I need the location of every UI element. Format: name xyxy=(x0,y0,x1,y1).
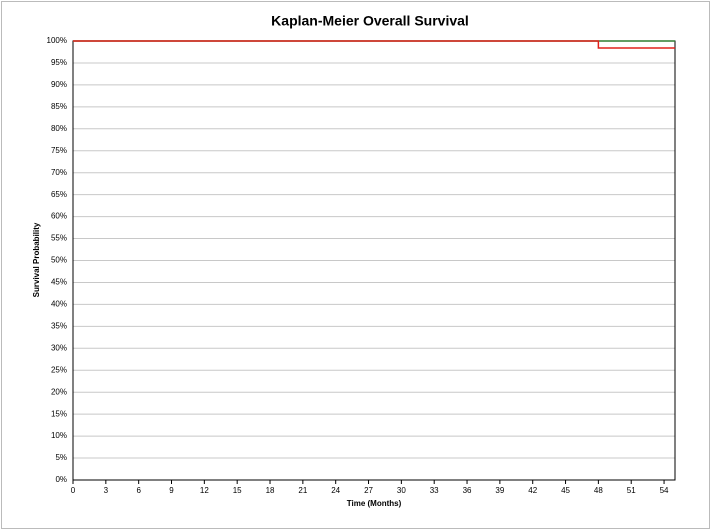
y-tick-label: 40% xyxy=(51,300,67,309)
y-tick-label: 15% xyxy=(51,409,67,418)
x-tick-label: 42 xyxy=(528,486,537,495)
y-tick-label: 0% xyxy=(55,475,67,484)
x-tick-label: 21 xyxy=(298,486,307,495)
y-tick-label: 50% xyxy=(51,256,67,265)
x-tick-label: 27 xyxy=(364,486,373,495)
y-tick-label: 10% xyxy=(51,431,67,440)
y-tick-label: 45% xyxy=(51,278,67,287)
x-axis-title: Time (Months) xyxy=(347,499,402,508)
y-tick-label: 60% xyxy=(51,212,67,221)
x-tick-label: 51 xyxy=(627,486,636,495)
y-tick-label: 70% xyxy=(51,168,67,177)
y-axis-title: Survival Probability xyxy=(32,222,41,297)
x-tick-label: 6 xyxy=(136,486,141,495)
y-tick-label: 100% xyxy=(47,36,67,45)
chart-title: Kaplan-Meier Overall Survival xyxy=(271,13,469,29)
x-tick-label: 33 xyxy=(430,486,439,495)
y-tick-label: 25% xyxy=(51,365,67,374)
x-tick-label: 24 xyxy=(331,486,340,495)
x-tick-label: 18 xyxy=(266,486,275,495)
y-tick-label: 35% xyxy=(51,321,67,330)
x-tick-label: 30 xyxy=(397,486,406,495)
y-tick-label: 90% xyxy=(51,80,67,89)
y-tick-label: 75% xyxy=(51,146,67,155)
y-tick-label: 85% xyxy=(51,102,67,111)
y-tick-label: 30% xyxy=(51,343,67,352)
x-tick-label: 45 xyxy=(561,486,570,495)
x-tick-label: 36 xyxy=(463,486,472,495)
x-tick-label: 3 xyxy=(104,486,109,495)
x-tick-label: 48 xyxy=(594,486,603,495)
x-tick-label: 9 xyxy=(169,486,174,495)
y-tick-label: 65% xyxy=(51,190,67,199)
y-tick-label: 20% xyxy=(51,387,67,396)
y-tick-label: 95% xyxy=(51,58,67,67)
y-tick-label: 5% xyxy=(55,453,67,462)
x-tick-label: 0 xyxy=(71,486,76,495)
x-tick-label: 12 xyxy=(200,486,209,495)
survival-curve xyxy=(73,40,675,49)
x-tick-label: 39 xyxy=(495,486,504,495)
y-tick-label: 55% xyxy=(51,234,67,243)
x-tick-label: 54 xyxy=(660,486,669,495)
y-tick-label: 80% xyxy=(51,124,67,133)
x-tick-label: 15 xyxy=(233,486,242,495)
